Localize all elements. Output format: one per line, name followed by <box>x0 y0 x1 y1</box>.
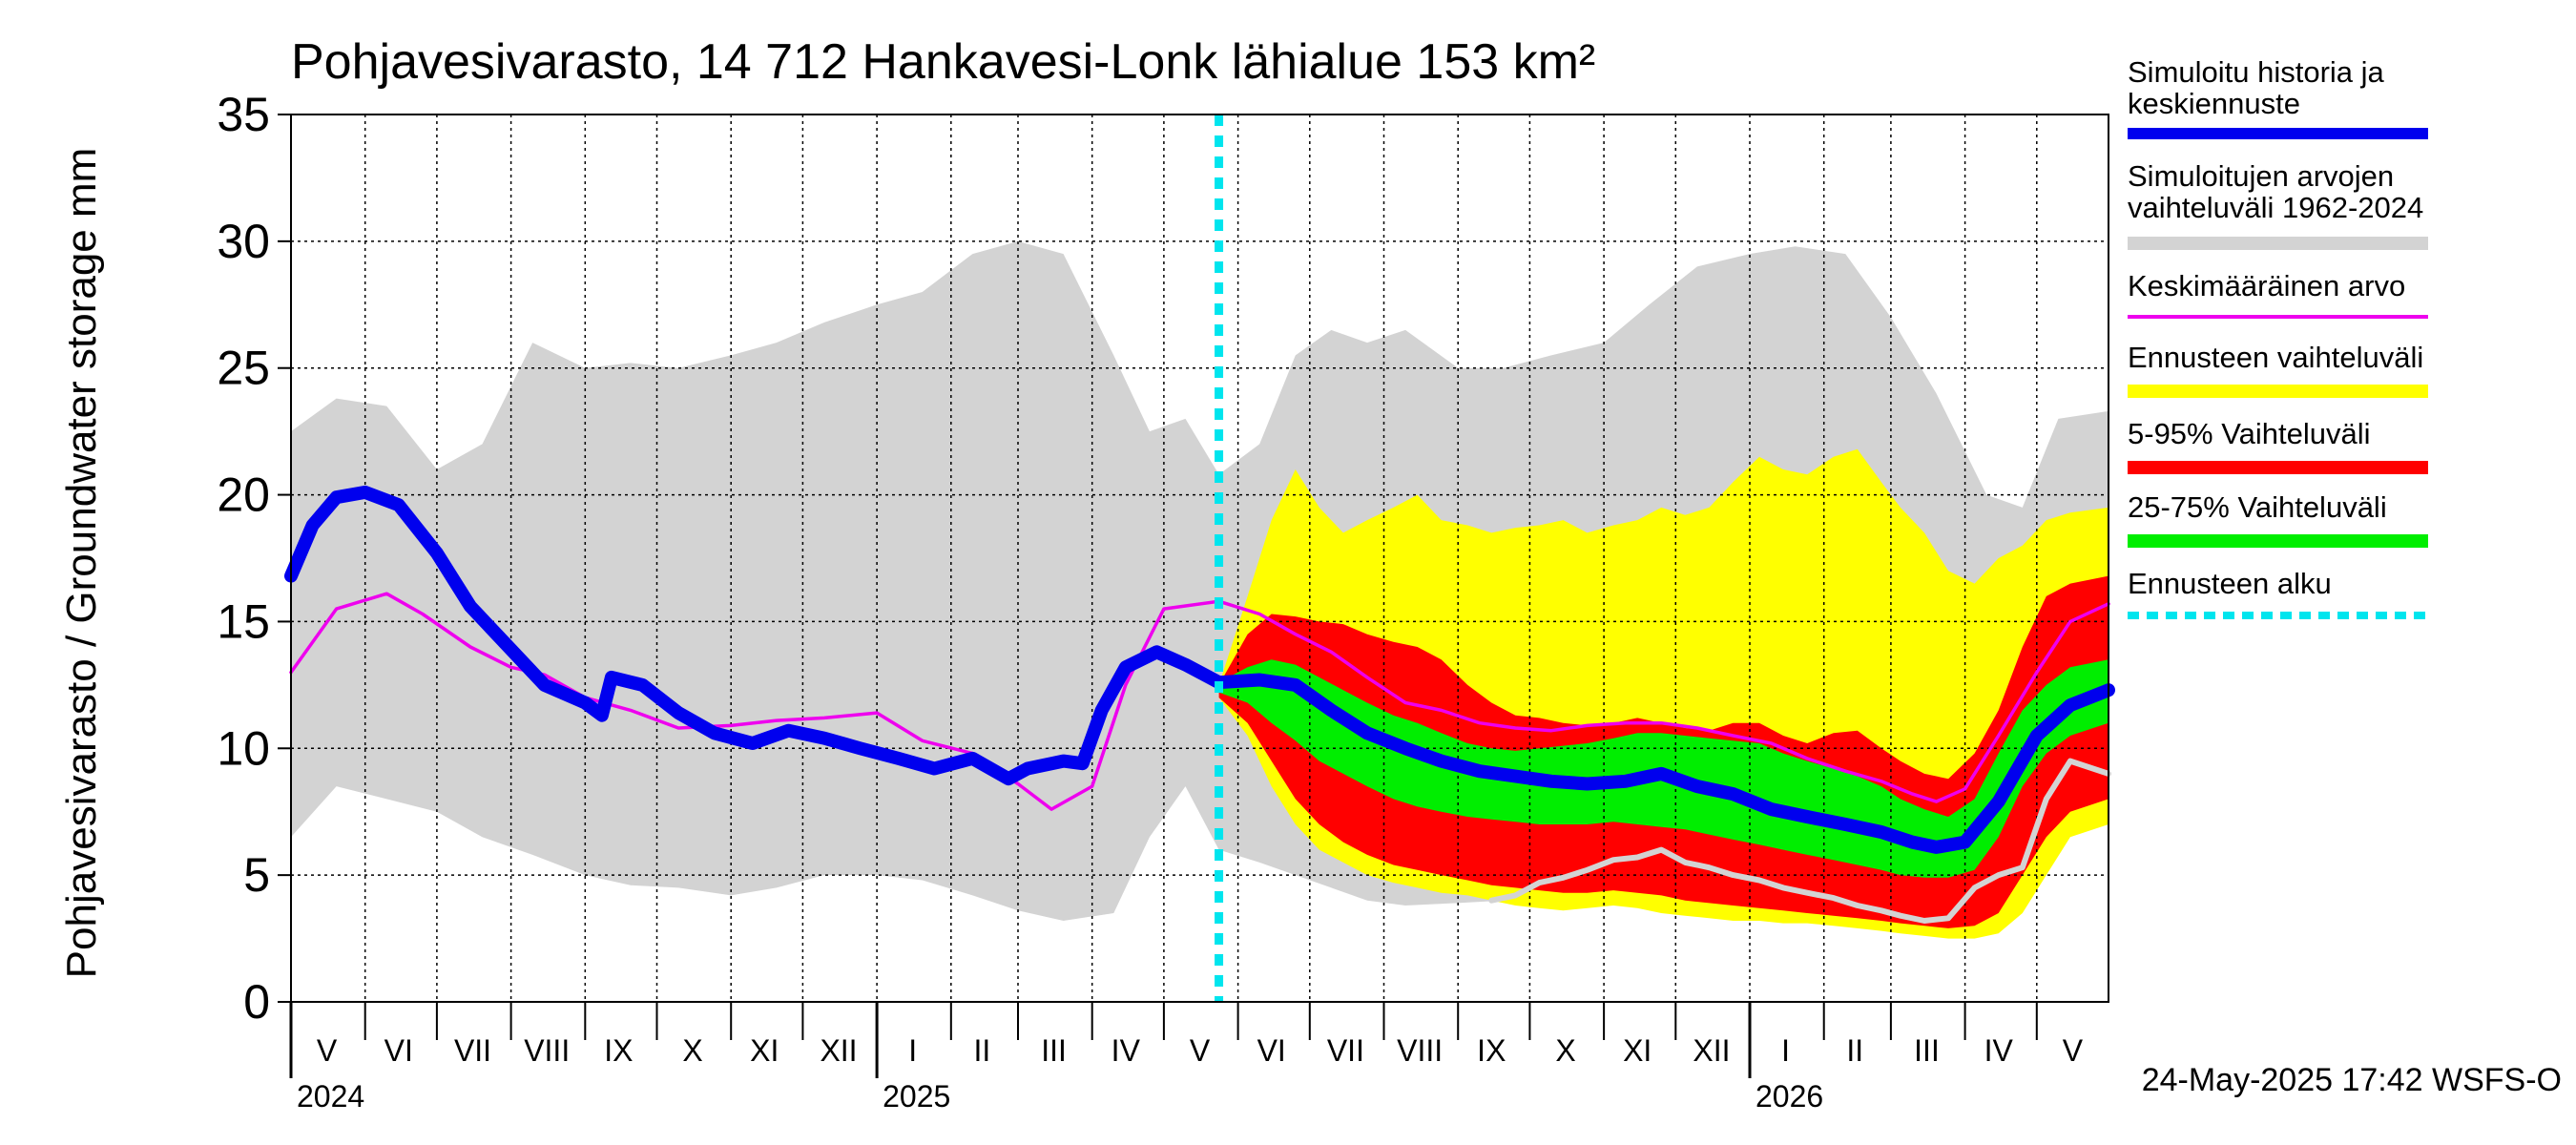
year-label: 2026 <box>1755 1079 1823 1114</box>
history-forecast-line <box>284 485 2115 854</box>
month-label: XI <box>1623 1033 1652 1068</box>
month-label: I <box>908 1033 917 1068</box>
lines-layer <box>284 485 2115 924</box>
month-label: IV <box>1984 1033 2014 1068</box>
month-label: VI <box>384 1033 413 1068</box>
y-tick-label: 35 <box>217 88 270 141</box>
legend-entry: Ennusteen alku <box>2128 567 2428 619</box>
y-axis-label: Pohjavesivarasto / Groundwater storage m… <box>58 148 105 979</box>
y-tick-label: 25 <box>217 342 270 395</box>
month-label: X <box>682 1033 702 1068</box>
minimum-trace-line <box>1488 758 2111 924</box>
legend-entry: 25-75% Vaihteluväli <box>2128 490 2428 548</box>
y-tick-label: 10 <box>217 721 270 775</box>
month-label: IX <box>1477 1033 1506 1068</box>
year-label: 2025 <box>883 1079 950 1114</box>
month-label: VI <box>1257 1033 1286 1068</box>
bands-layer <box>291 240 2109 939</box>
legend-label: Simuloitujen arvojen vaihteluväli 1962-20… <box>2128 159 2423 224</box>
month-label: XII <box>820 1033 857 1068</box>
legend-label: Keskimääräinen arvo <box>2128 269 2405 302</box>
legend-label: 5-95% Vaihteluväli <box>2128 417 2370 450</box>
month-label: VIII <box>524 1033 570 1068</box>
legend-label: Simuloitu historia ja keskiennuste <box>2128 55 2385 120</box>
month-label: XII <box>1693 1033 1730 1068</box>
y-tick-label: 20 <box>217 468 270 522</box>
legend-entry: 5-95% Vaihteluväli <box>2128 417 2428 474</box>
legend-label: 25-75% Vaihteluväli <box>2128 490 2387 524</box>
month-label: V <box>317 1033 338 1068</box>
year-label: 2024 <box>297 1079 364 1114</box>
legend-label: Ennusteen alku <box>2128 567 2332 600</box>
month-label: II <box>974 1033 991 1068</box>
y-tick-label: 30 <box>217 215 270 268</box>
month-label: VII <box>1327 1033 1364 1068</box>
month-label: II <box>1846 1033 1863 1068</box>
y-tick-label: 0 <box>243 975 270 1029</box>
y-tick-label: 15 <box>217 594 270 648</box>
month-label: VII <box>454 1033 491 1068</box>
legend-label: Ennusteen vaihteluväli <box>2128 341 2423 374</box>
month-label: V <box>2063 1033 2084 1068</box>
chart-title: Pohjavesivarasto, 14 712 Hankavesi-Lonk … <box>291 34 1595 90</box>
month-label: III <box>1041 1033 1067 1068</box>
month-label: III <box>1914 1033 1940 1068</box>
legend-entry: Ennusteen vaihteluväli <box>2128 341 2428 398</box>
plot-frame <box>290 114 2109 1003</box>
month-label: I <box>1781 1033 1790 1068</box>
legend: Simuloitu historia ja keskiennuste Simuloi… <box>2128 55 2428 619</box>
legend-entry: Simuloitujen arvojen vaihteluväli 1962-20… <box>2128 159 2428 250</box>
month-label: IX <box>604 1033 633 1068</box>
legend-entry: Simuloitu historia ja keskiennuste <box>2128 55 2428 139</box>
month-label: IV <box>1111 1033 1141 1068</box>
month-label: V <box>1190 1033 1211 1068</box>
month-label: X <box>1555 1033 1575 1068</box>
month-label: XI <box>750 1033 779 1068</box>
month-label: VIII <box>1397 1033 1443 1068</box>
y-tick-label: 5 <box>243 848 270 902</box>
mean-line <box>289 592 2110 811</box>
legend-entry: Keskimääräinen arvo <box>2128 269 2428 319</box>
timestamp: 24-May-2025 17:42 WSFS-O <box>2142 1062 2562 1098</box>
